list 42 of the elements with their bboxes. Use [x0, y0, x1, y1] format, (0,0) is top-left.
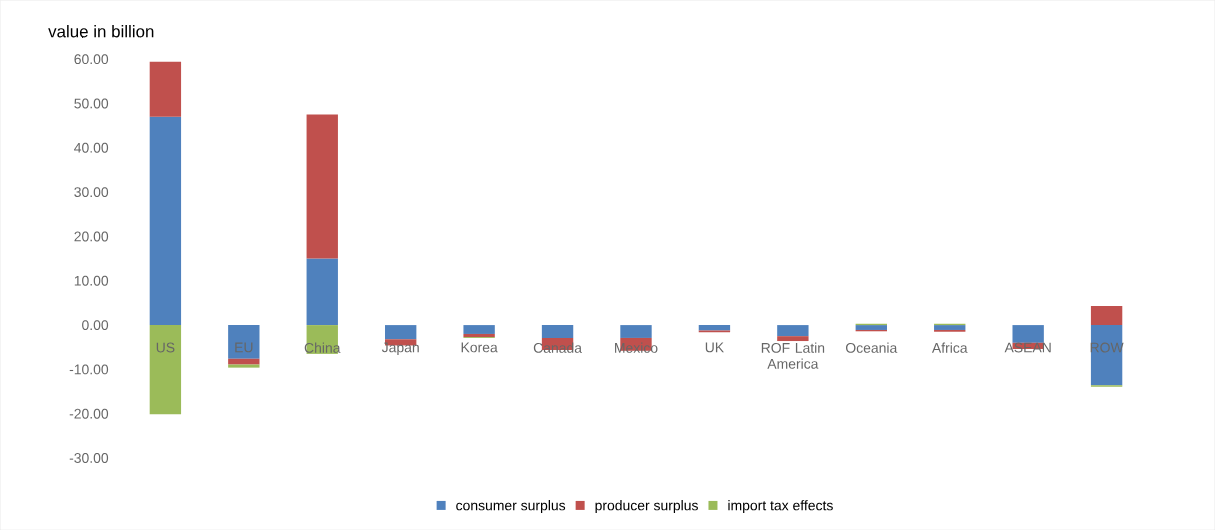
bar	[855, 324, 887, 330]
legend-label: import tax effects	[728, 500, 833, 513]
bar	[149, 61, 182, 117]
x-tick-label: Oceania	[845, 342, 898, 353]
x-tick-label: Japan	[381, 342, 419, 355]
x-tick-label: EU	[235, 342, 253, 353]
bar	[777, 336, 809, 341]
bar	[698, 324, 731, 331]
x-tick-label: ROF Latin America	[761, 342, 825, 369]
bar	[620, 324, 652, 338]
bar	[385, 324, 417, 340]
bar	[228, 324, 260, 359]
bar	[934, 324, 966, 330]
y-tick-label: -30.00	[69, 452, 109, 463]
bar	[463, 324, 495, 334]
bar	[777, 324, 809, 337]
y-tick-label: 10.00	[74, 275, 109, 286]
bar	[1012, 324, 1044, 343]
y-axis-title: value in billion	[48, 24, 154, 38]
x-tick-label: US	[156, 342, 175, 353]
y-tick-label: 50.00	[74, 98, 109, 109]
legend-label: consumer surplus	[456, 500, 566, 513]
y-tick-label: 20.00	[74, 231, 109, 242]
bar	[541, 324, 574, 338]
bar	[149, 116, 182, 325]
x-tick-label: Africa	[931, 342, 968, 353]
bar	[1090, 305, 1123, 325]
y-tick-label: -10.00	[69, 364, 109, 375]
bar	[228, 358, 260, 365]
bar	[149, 324, 182, 415]
bar	[306, 258, 338, 325]
y-tick-label: 40.00	[74, 142, 109, 153]
bar	[228, 364, 260, 368]
y-tick-label: 30.00	[74, 187, 109, 197]
x-tick-label: Korea	[461, 342, 498, 353]
x-tick-label: UK	[705, 342, 724, 353]
y-tick-label: -20.00	[69, 408, 109, 419]
y-tick-label: 0.00	[82, 320, 109, 330]
bar	[306, 114, 338, 259]
bar	[1090, 324, 1123, 386]
legend-label: producer surplus	[595, 500, 698, 513]
y-tick-label: 60.00	[74, 54, 109, 65]
